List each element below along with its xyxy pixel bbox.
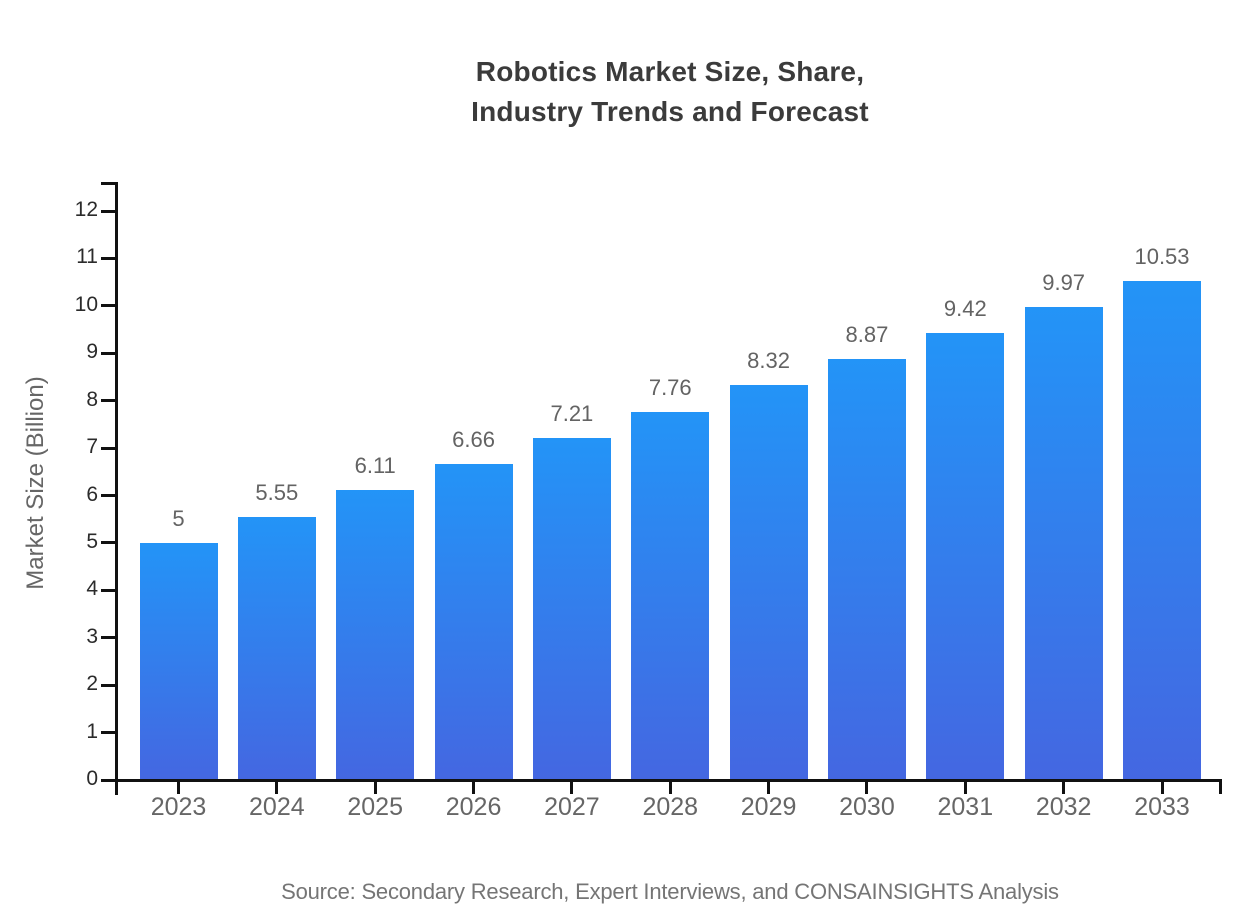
y-axis-top-cap-tick [101, 182, 115, 185]
y-tick-label: 10 [74, 292, 98, 316]
y-tick [101, 399, 115, 403]
y-tick [101, 588, 115, 592]
y-tick-label: 0 [86, 767, 98, 790]
x-tick-label: 2027 [544, 793, 600, 821]
x-tick [1062, 780, 1066, 794]
bar-value-label: 8.87 [845, 322, 889, 348]
x-tick-label: 2023 [150, 793, 207, 821]
y-tick-label: 5 [86, 529, 98, 553]
bar-2028 [631, 412, 710, 779]
x-tick [177, 780, 180, 794]
y-tick-label: 6 [86, 482, 98, 506]
y-tick [101, 446, 115, 450]
y-tick-label: 7 [86, 435, 98, 459]
y-tick-label: 8 [86, 387, 98, 411]
bar-value-label: 9.42 [943, 296, 987, 322]
bar-2033 [1123, 280, 1201, 779]
x-tick [373, 780, 377, 794]
x-tick-label: 2028 [642, 793, 699, 821]
bar-value-label: 6.11 [354, 453, 396, 479]
y-tick [101, 304, 115, 308]
x-tick [1160, 780, 1164, 794]
y-axis-line [115, 182, 118, 795]
x-tick-label: 2031 [937, 793, 994, 821]
x-tick [767, 780, 771, 794]
bar-value-label: 5.55 [255, 479, 299, 505]
bar-value-label: 7.76 [648, 375, 692, 401]
y-tick-label: 2 [86, 672, 98, 696]
chart-title: Robotics Market Size, Share, Industry Tr… [80, 52, 1260, 132]
y-tick-label: 1 [86, 719, 98, 743]
bar-2030 [827, 359, 906, 779]
y-tick [101, 256, 115, 260]
x-tick [865, 780, 869, 794]
bar-2032 [1024, 307, 1103, 779]
bar-value-label: 7.21 [550, 401, 594, 427]
y-tick [101, 494, 115, 497]
chart-title-line-2: Industry Trends and Forecast [471, 96, 869, 127]
x-axis-right-cap-tick [1219, 779, 1222, 794]
x-tick [275, 780, 279, 794]
y-tick-label: 11 [76, 245, 98, 269]
y-tick-label: 3 [86, 624, 98, 648]
y-tick-label: 12 [74, 198, 98, 221]
chart-title-line-1: Robotics Market Size, Share, [475, 56, 865, 87]
y-tick [101, 636, 115, 640]
bar-2024 [237, 516, 316, 779]
y-tick-label: 9 [86, 340, 98, 364]
bar-2031 [926, 333, 1005, 779]
y-tick-label: 4 [86, 577, 98, 601]
x-tick-label: 2030 [839, 793, 895, 821]
bar-value-label: 10.53 [1134, 243, 1190, 269]
bar-2026 [434, 464, 513, 779]
bar-2023 [139, 542, 218, 779]
x-tick-label: 2029 [740, 793, 797, 821]
bar-value-label: 5 [172, 505, 185, 531]
bar-2025 [336, 490, 415, 779]
x-tick-label: 2026 [445, 793, 502, 821]
x-tick [668, 780, 672, 794]
y-tick [101, 683, 115, 687]
y-tick [101, 209, 115, 213]
x-tick [963, 780, 967, 794]
bar-2029 [729, 385, 808, 779]
bar-value-label: 9.97 [1042, 270, 1086, 296]
x-tick-label: 2033 [1134, 793, 1190, 821]
x-tick [472, 780, 476, 794]
bar-value-label: 8.32 [747, 348, 790, 374]
x-axis-line [105, 779, 1222, 782]
x-tick-label: 2032 [1035, 793, 1092, 821]
x-tick [570, 780, 574, 794]
bar-2027 [532, 438, 611, 779]
y-tick [101, 541, 115, 545]
x-tick-label: 2024 [249, 793, 305, 821]
source-note: Source: Secondary Research, Expert Inter… [281, 879, 1059, 904]
y-tick [101, 351, 115, 355]
y-tick [101, 778, 115, 782]
x-tick-label: 2025 [347, 793, 403, 821]
bar-value-label: 6.66 [452, 427, 495, 453]
y-tick [101, 731, 115, 735]
